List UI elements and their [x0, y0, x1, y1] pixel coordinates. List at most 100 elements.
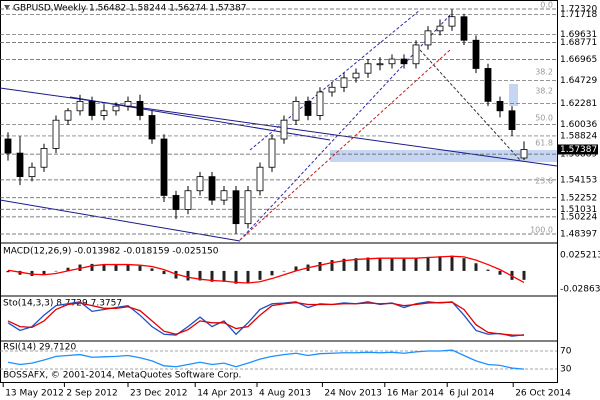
x-tick-label: 13 May 2012 [5, 389, 64, 399]
y-tick-label: 1.71718 [560, 10, 597, 20]
candle-body [472, 39, 480, 69]
candle-body [316, 91, 324, 116]
y-tick-label: 0.025213 [560, 250, 600, 260]
candle-body [148, 115, 156, 140]
y-tick-label: 1.66965 [560, 55, 597, 65]
macd-bar [102, 264, 106, 271]
macd-bar [294, 266, 298, 271]
zone [330, 150, 557, 162]
candle-body [364, 63, 372, 74]
candle-body [88, 100, 96, 116]
candle-body [508, 110, 516, 131]
x-tick-label: 23 Dec 2012 [130, 389, 188, 399]
current-price-box [558, 144, 598, 155]
candle-body [112, 105, 120, 112]
candle-body [256, 166, 264, 192]
x-tick-label: 26 Oct 2014 [515, 389, 571, 399]
candle-body [304, 100, 312, 116]
macd-bar [450, 255, 454, 271]
rsi-label: RSI(14) 29.7120 [3, 343, 76, 353]
y-tick-label: 1.62281 [560, 99, 597, 109]
macd-bar [390, 258, 394, 271]
candle-body [208, 176, 216, 201]
x-tick-label: 16 Mar 2014 [387, 389, 444, 399]
macd-bar [234, 270, 238, 284]
macd-bar [258, 270, 262, 280]
macd-bar [126, 264, 130, 271]
macd-signal [7, 255, 525, 284]
candle-body [16, 152, 24, 178]
macd-bar [402, 258, 406, 271]
candle-body [376, 63, 384, 66]
chart-title: GBPUSD,Weekly 1.56482 1.58244 1.56274 1.… [13, 4, 246, 14]
candle-body [328, 86, 336, 93]
icon [4, 5, 10, 10]
candle-body [184, 190, 192, 210]
macd-bar [138, 265, 142, 271]
macd-bar [486, 269, 490, 271]
candle-body [268, 138, 276, 168]
macd-bar [522, 270, 526, 280]
macd-bar [366, 257, 370, 271]
y-tick-label: 1.69631 [560, 30, 597, 40]
rsi-line [7, 349, 525, 370]
macd-bar [246, 270, 250, 284]
y-tick-label: 1.56889 [560, 150, 597, 160]
macd-bar [198, 270, 202, 281]
candle-body [232, 190, 240, 225]
x-tick-label: 24 Nov 2013 [324, 389, 382, 399]
y-tick-label: -0.028632 [560, 285, 600, 295]
macd-bar [498, 270, 502, 275]
y-tick-label: 1.48397 [560, 230, 597, 240]
macd-bar [270, 270, 274, 276]
fib-label: 38.2 [535, 67, 553, 76]
macd-bar [210, 270, 214, 282]
macd-bar [330, 260, 334, 271]
macd-bar [42, 270, 46, 275]
macd-bar [114, 264, 118, 271]
candle-body [448, 16, 456, 27]
macd-bar [474, 263, 478, 271]
macd-bar [186, 270, 190, 281]
macd-bar [426, 256, 430, 271]
candle-body [400, 58, 408, 65]
y-tick-label: 1.52252 [560, 193, 597, 203]
candle-body [460, 16, 468, 41]
candle-body [220, 190, 228, 201]
sto-signal [7, 301, 525, 336]
y-tick-label: 1.72320 [560, 5, 597, 15]
y-tick-label: 1.64729 [560, 76, 597, 86]
zone [509, 84, 518, 106]
candle-body [292, 100, 300, 121]
macd-bar [6, 270, 10, 273]
x-tick-label: 4 Aug 2013 [259, 389, 311, 399]
fib-label: 100.0 [530, 226, 553, 235]
fib-label: 38.2 [535, 86, 553, 95]
y-tick-label: 1.54153 [560, 175, 597, 185]
fib-label: 50.0 [535, 113, 553, 122]
candle-body [76, 100, 84, 112]
y-tick-label: 70 [560, 346, 572, 356]
candle-body [160, 138, 168, 196]
candle-body [4, 138, 12, 154]
macd-bar [222, 270, 226, 282]
macd-bar [462, 258, 466, 271]
candle-body [424, 30, 432, 46]
candle-body [436, 25, 444, 32]
candle-body [100, 110, 108, 116]
sto-label: Sto(14,3,3) 8.7729 7.3757 [3, 299, 122, 309]
macd-bar [162, 270, 166, 275]
x-tick-label: 6 Jul 2014 [449, 389, 494, 399]
x-tick-label: 2 Sep 2012 [66, 389, 117, 399]
macd-bar [342, 258, 346, 271]
y-tick-label: 1.60036 [560, 120, 597, 130]
candle-body [388, 58, 396, 65]
fib-label: 23.6 [535, 177, 553, 186]
channel-line [249, 9, 421, 151]
candle-body [520, 149, 528, 159]
y-tick-label: 30 [560, 364, 572, 374]
footer: BOSSAFX, © 2001-2014, MetaQuotes Softwar… [3, 371, 241, 381]
macd-bar [378, 257, 382, 271]
